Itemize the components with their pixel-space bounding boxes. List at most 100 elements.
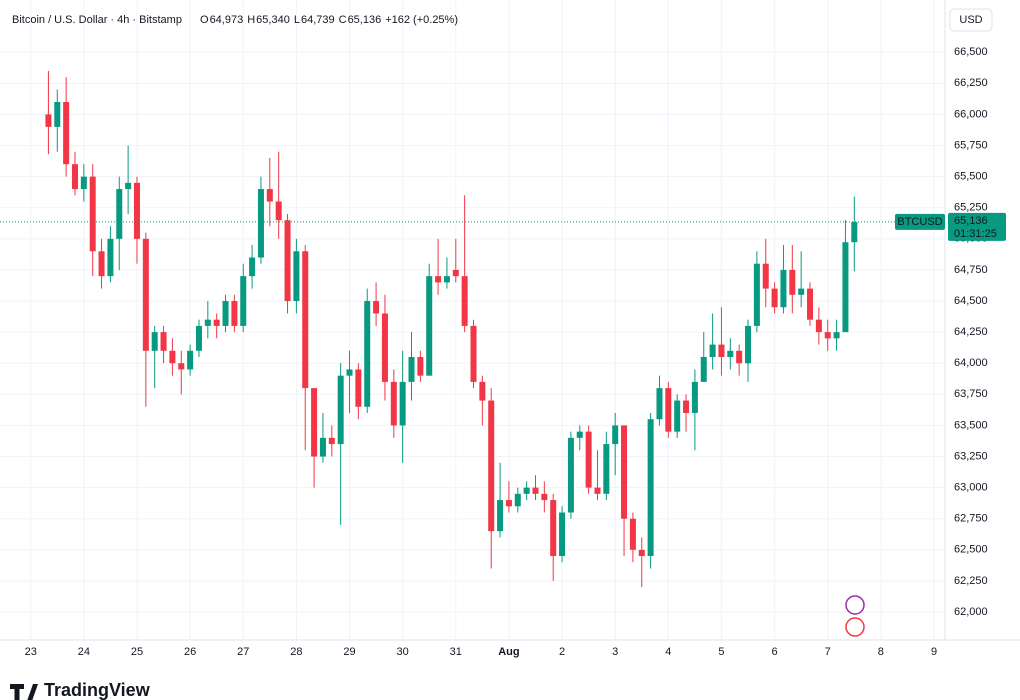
candle-body xyxy=(355,369,362,407)
candle-body xyxy=(824,332,831,339)
candle-body xyxy=(240,276,247,326)
candle-body xyxy=(514,493,521,507)
candle-body xyxy=(550,500,557,557)
y-tick-label: 65,750 xyxy=(954,139,988,151)
candle-body xyxy=(665,388,672,432)
candle-body xyxy=(319,437,326,457)
candle-body xyxy=(461,276,468,326)
x-tick-label: 9 xyxy=(931,646,937,658)
x-tick-label: 24 xyxy=(78,646,90,658)
x-tick-label: 6 xyxy=(772,646,778,658)
legend-value: 65,136 xyxy=(348,14,382,26)
candle-body xyxy=(488,400,495,532)
price-label: 65,136 xyxy=(954,215,988,227)
event-icon[interactable] xyxy=(845,617,865,637)
candle-body xyxy=(691,381,698,413)
candle-body xyxy=(833,332,840,339)
y-tick-label: 64,750 xyxy=(954,264,988,276)
candle-body xyxy=(842,242,849,333)
candle-body xyxy=(789,269,796,295)
candle-body xyxy=(231,301,238,326)
symbol-badge xyxy=(895,213,945,230)
candle-body xyxy=(567,437,574,513)
y-tick-label: 66,250 xyxy=(954,77,988,89)
y-tick-label: 64,000 xyxy=(954,357,988,369)
candle-body xyxy=(621,425,628,519)
candle-body xyxy=(195,325,202,351)
alert-icon[interactable] xyxy=(845,595,865,615)
price-badge xyxy=(948,212,1006,241)
candle-body xyxy=(125,182,132,190)
candle-body xyxy=(266,189,273,202)
legend-key: O xyxy=(200,14,209,26)
legend-value: 64,739 xyxy=(301,14,335,26)
candle-body xyxy=(612,425,619,445)
candle-body xyxy=(497,500,504,532)
candle-body xyxy=(399,381,406,426)
candle-body xyxy=(541,493,548,501)
y-tick-label: 65,500 xyxy=(954,171,988,183)
legend-key: C xyxy=(339,14,347,26)
y-tick-label: 64,500 xyxy=(954,295,988,307)
legend-change: +162 (+0.25%) xyxy=(385,14,458,26)
candle-body xyxy=(284,220,291,302)
candle-body xyxy=(683,400,690,413)
y-tick-label: 66,500 xyxy=(954,46,988,58)
candle-body xyxy=(443,276,450,283)
candle-body xyxy=(700,357,707,382)
candle-body xyxy=(771,288,778,308)
candle-body xyxy=(187,350,194,370)
x-tick-label: 31 xyxy=(450,646,462,658)
candle-body xyxy=(762,263,769,289)
candle-body xyxy=(727,350,734,358)
candles xyxy=(0,70,945,588)
candle-body xyxy=(302,251,309,389)
legend-value: 65,340 xyxy=(256,14,290,26)
x-tick-label: 29 xyxy=(343,646,355,658)
currency-label[interactable]: USD xyxy=(959,14,982,26)
candle-body xyxy=(815,319,822,333)
candle-body xyxy=(364,301,371,407)
candle-body xyxy=(204,319,211,326)
candle-body xyxy=(63,102,70,165)
candle-body xyxy=(523,487,530,494)
logo-icon xyxy=(10,684,38,700)
candle-body xyxy=(381,313,388,382)
candle-body xyxy=(107,238,114,277)
legend-key: L xyxy=(294,14,300,26)
candle-body xyxy=(647,419,654,557)
y-tick-label: 62,750 xyxy=(954,513,988,525)
candle-body xyxy=(479,381,486,401)
x-tick-label: 30 xyxy=(397,646,409,658)
candle-body xyxy=(89,176,96,252)
candle-body xyxy=(807,288,814,320)
candle-body xyxy=(222,301,229,326)
candle-body xyxy=(780,269,787,308)
currency-button[interactable] xyxy=(949,8,993,32)
candle-body xyxy=(532,487,539,494)
candle-body xyxy=(178,363,185,370)
candle-body xyxy=(116,189,123,239)
candle-body xyxy=(603,444,610,494)
candle-body xyxy=(753,263,760,326)
candle-body xyxy=(133,182,140,239)
y-tick-label: 63,500 xyxy=(954,419,988,431)
candle-body xyxy=(435,276,442,283)
candle-body xyxy=(293,251,300,302)
x-tick-label: 7 xyxy=(825,646,831,658)
candle-body xyxy=(709,344,716,358)
y-tick-label: 63,250 xyxy=(954,450,988,462)
axes: 62,000 62,250 62,500 62,750 63,000 63,250 63,5… xyxy=(25,46,1006,658)
y-tick-label: 63,000 xyxy=(954,482,988,494)
y-tick-label: 62,500 xyxy=(954,544,988,556)
candle-body xyxy=(311,388,318,457)
candle-body xyxy=(585,431,592,488)
candle-body xyxy=(576,431,583,438)
x-tick-label: 2 xyxy=(559,646,565,658)
x-tick-label: 28 xyxy=(290,646,302,658)
candle-body xyxy=(736,350,743,364)
candle-body xyxy=(80,176,87,190)
